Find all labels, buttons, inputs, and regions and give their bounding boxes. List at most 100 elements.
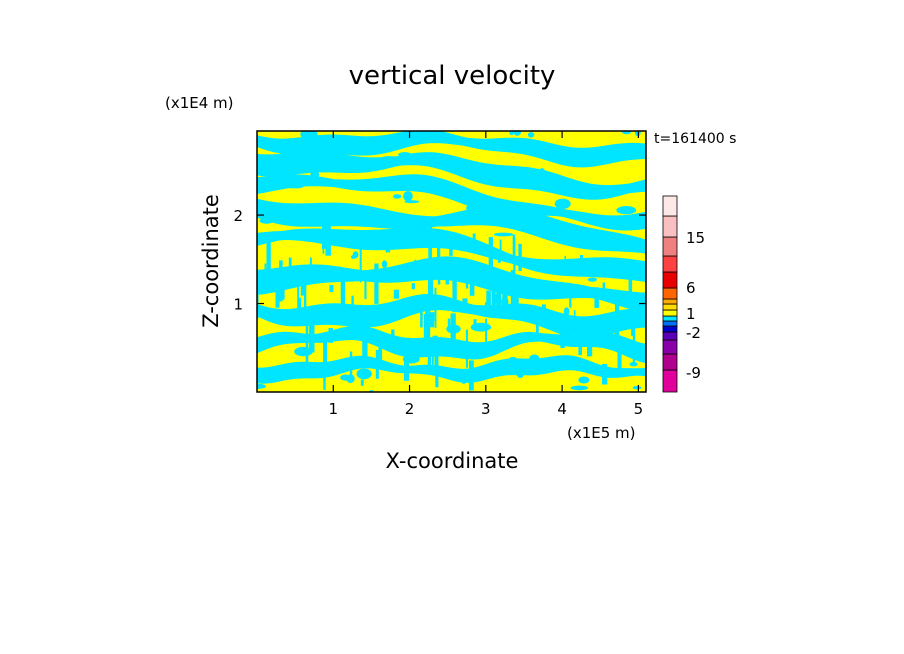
negative-cell <box>510 205 529 212</box>
negative-streak <box>484 302 491 312</box>
negative-streak <box>469 284 475 296</box>
negative-cell <box>257 383 267 389</box>
negative-streak <box>587 328 593 357</box>
negative-streak <box>617 337 622 372</box>
negative-cell <box>493 232 514 237</box>
negative-cell <box>516 369 524 379</box>
negative-cell <box>384 309 399 320</box>
negative-cell <box>529 354 540 363</box>
negative-streak <box>434 287 437 328</box>
negative-streak <box>266 237 271 271</box>
negative-streak <box>491 271 496 307</box>
negative-streak <box>602 364 608 385</box>
x-tick-label: 3 <box>481 400 491 418</box>
colorbar-segment <box>662 236 678 257</box>
negative-cell <box>549 321 566 326</box>
negative-streak <box>414 259 417 281</box>
negative-streak <box>496 286 502 311</box>
negative-cell <box>563 307 570 317</box>
y-unit-label: (x1E4 m) <box>165 94 234 112</box>
negative-streak <box>632 321 636 364</box>
negative-cell <box>625 150 645 155</box>
y-axis: 12 <box>233 207 646 314</box>
negative-cell <box>587 277 598 282</box>
colorbar-segment <box>662 320 678 327</box>
negative-cell <box>404 200 420 204</box>
chart-title: vertical velocity <box>349 61 556 91</box>
negative-streak <box>288 257 292 270</box>
negative-streak <box>615 301 620 338</box>
negative-cell <box>303 204 320 213</box>
negative-cell <box>300 131 318 140</box>
negative-cell <box>403 191 413 202</box>
negative-cell <box>463 262 482 269</box>
negative-streak <box>297 278 299 314</box>
negative-band <box>257 227 646 282</box>
colorbar-tick-label: 1 <box>686 305 696 323</box>
colorbar-segment <box>662 271 678 289</box>
negative-streak <box>359 248 362 283</box>
negative-streak <box>449 239 453 256</box>
negative-cell <box>381 260 388 269</box>
x-axis: 1 2 3 4 5 <box>329 131 643 418</box>
negative-cell <box>508 357 517 362</box>
y-tick-label: 1 <box>233 296 243 314</box>
negative-streak <box>404 346 410 381</box>
negative-streak <box>429 320 434 328</box>
negative-streak <box>364 280 367 300</box>
negative-streak <box>518 243 522 272</box>
colorbar-segment <box>662 195 678 217</box>
negative-band <box>257 355 646 384</box>
negative-cell <box>285 184 304 189</box>
negative-cell <box>393 194 402 199</box>
negative-streak <box>281 284 285 300</box>
x-unit-label: (x1E5 m) <box>567 424 636 442</box>
colorbar-tick-label: 15 <box>686 229 705 247</box>
negative-streak <box>443 301 448 308</box>
negative-cell <box>527 132 535 138</box>
negative-streak <box>447 318 451 329</box>
negative-streak <box>452 272 457 313</box>
negative-streak <box>279 260 283 286</box>
colorbar-segment <box>662 369 678 393</box>
negative-streak <box>385 244 391 253</box>
negative-streak <box>322 244 325 254</box>
negative-cell <box>466 203 485 213</box>
colorbar-segment <box>662 255 678 273</box>
negative-streak <box>435 347 439 388</box>
negative-cell <box>356 368 372 380</box>
negative-streak <box>287 365 289 375</box>
colorbar-segment <box>662 315 678 322</box>
negative-cell <box>446 324 461 334</box>
negative-streak <box>472 233 476 252</box>
negative-cell <box>337 276 353 281</box>
negative-cell <box>513 131 522 136</box>
negative-cell <box>632 386 642 390</box>
negative-cell <box>412 156 428 166</box>
negative-streak <box>594 287 600 308</box>
negative-streak <box>323 334 327 363</box>
negative-streak <box>257 295 259 319</box>
negative-streak <box>513 238 516 271</box>
negative-cell <box>340 374 351 381</box>
negative-streak <box>569 298 572 308</box>
negative-streak <box>445 263 450 285</box>
negative-cell <box>381 156 398 161</box>
negative-cell <box>350 255 357 259</box>
negative-streak <box>432 349 434 373</box>
negative-streak <box>462 298 468 309</box>
negative-cell <box>367 161 375 166</box>
negative-cell <box>470 322 492 332</box>
negative-streak <box>322 210 328 249</box>
negative-streak <box>393 289 399 299</box>
negative-streak <box>602 282 606 298</box>
negative-streak <box>309 324 315 353</box>
negative-cell <box>509 131 514 136</box>
negative-streak <box>425 302 431 345</box>
negative-streak <box>465 329 468 368</box>
negative-streak <box>340 272 346 305</box>
negative-streak <box>513 358 519 374</box>
negative-streak <box>428 276 434 303</box>
negative-streak <box>306 314 309 353</box>
colorbar-segment <box>662 303 678 311</box>
